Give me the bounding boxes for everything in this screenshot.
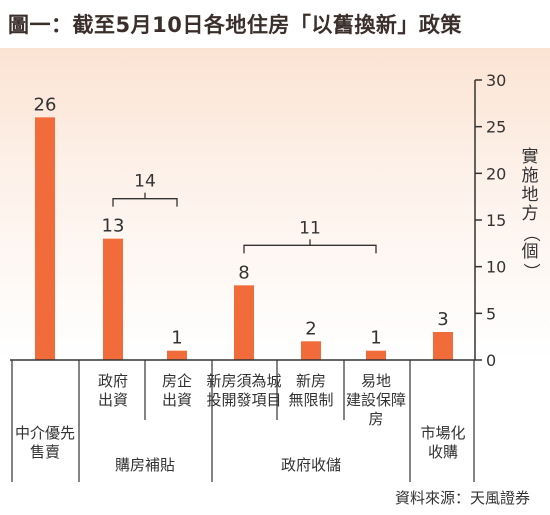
y-tick-label: 10 (486, 258, 506, 277)
y-axis-label-char: 個 (521, 242, 539, 262)
y-axis-label-char: 地 (521, 185, 539, 205)
plot-background (0, 48, 550, 360)
bar (35, 117, 55, 360)
bar-value-label: 13 (102, 216, 125, 237)
category-label: 無限制 (288, 391, 333, 409)
group-total-label: 11 (299, 218, 321, 238)
category-label: 出資 (98, 391, 128, 409)
chart-title: 圖一：截至5月10日各地住房「以舊換新」政策 (8, 13, 462, 37)
category-label: 易地 (361, 372, 391, 390)
category-label: 出資 (162, 391, 192, 409)
group-total-label: 14 (134, 172, 156, 192)
y-tick-label: 0 (486, 351, 496, 370)
bar (433, 332, 453, 360)
category-label: 房企 (162, 372, 192, 390)
bar (301, 341, 321, 360)
bar-value-label: 1 (370, 328, 381, 349)
category-label: 新房須為城 (206, 372, 281, 390)
y-axis-label: 實施地方（個） (517, 148, 543, 281)
category-label: 房 (368, 410, 383, 428)
y-axis-label-char: 施 (521, 166, 539, 186)
y-tick-label: 5 (486, 304, 496, 323)
bar (366, 350, 386, 360)
bar-value-label: 2 (305, 318, 316, 339)
bar (167, 350, 187, 360)
y-tick-label: 25 (486, 118, 506, 137)
y-tick-label: 15 (486, 211, 506, 230)
header: 圖一：截至5月10日各地住房「以舊換新」政策 (0, 0, 550, 48)
category-label: 政府 (98, 372, 128, 390)
y-axis-label-char: ） (520, 263, 541, 280)
y-axis-label-char: 方 (521, 204, 539, 224)
bar (234, 285, 254, 360)
y-axis-label-char: （ (520, 225, 541, 242)
category-label: 新房 (296, 372, 326, 390)
category-label: 中介優先 (15, 424, 75, 442)
y-tick-label: 30 (486, 71, 506, 90)
group-bracket (112, 198, 178, 207)
group-bracket (243, 244, 377, 254)
y-tick-label: 20 (486, 164, 506, 183)
category-label: 市場化 (420, 424, 465, 442)
group-label: 政府收儲 (281, 456, 341, 474)
category-label: 售賣 (30, 443, 60, 461)
category-label: 收購 (428, 443, 458, 461)
bar-value-label: 1 (171, 328, 182, 349)
bar-value-label: 8 (238, 262, 249, 283)
group-label: 購房補貼 (115, 456, 175, 474)
bar-value-label: 3 (437, 309, 448, 330)
bar (103, 238, 123, 360)
category-label: 投開發項目 (206, 391, 281, 409)
bar-value-label: 26 (34, 94, 57, 115)
source-note: 資料來源：天風證券 (394, 489, 530, 507)
category-label: 建設保障 (346, 391, 406, 409)
y-axis-label-char: 實 (521, 147, 539, 167)
